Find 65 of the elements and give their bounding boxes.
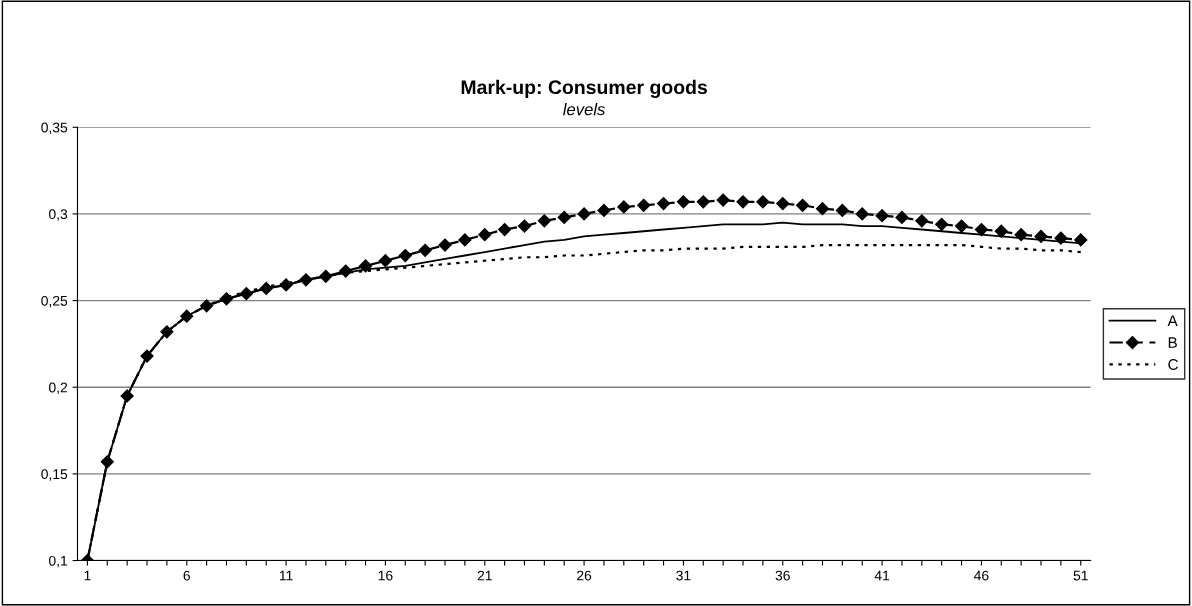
point — [716, 193, 730, 207]
point — [676, 195, 691, 209]
point — [617, 200, 631, 214]
point — [577, 207, 591, 221]
point — [438, 238, 452, 252]
point — [458, 233, 472, 247]
point — [398, 248, 412, 263]
point — [378, 254, 393, 268]
point — [855, 207, 869, 221]
point — [974, 222, 989, 237]
y-tick-label: 0,35 — [41, 122, 68, 135]
point — [736, 195, 750, 209]
x-tick-label: 26 — [577, 570, 592, 581]
point — [259, 281, 273, 296]
chart-title: Mark-up: Consumer goods — [461, 79, 707, 99]
point — [994, 224, 1008, 238]
point — [219, 292, 234, 306]
point — [696, 195, 710, 209]
x-tick-label: 16 — [378, 570, 393, 581]
y-tick-label: 0,15 — [41, 469, 68, 481]
x-tick-label: 41 — [874, 570, 890, 581]
point — [597, 203, 611, 218]
point — [1074, 233, 1088, 247]
x-tick-label: 36 — [775, 570, 790, 581]
x-tick-label: 11 — [279, 570, 293, 581]
point — [1034, 229, 1048, 244]
point — [517, 219, 532, 233]
point — [796, 198, 810, 212]
point — [637, 198, 651, 212]
point — [935, 217, 949, 231]
y-tick-label: 0,25 — [41, 295, 68, 308]
legend-label: B — [1168, 337, 1177, 348]
chart-subtitle: levels — [563, 103, 606, 116]
point — [1054, 231, 1068, 245]
point — [656, 196, 671, 211]
legend-label: A — [1167, 315, 1178, 326]
point — [339, 264, 353, 278]
point — [815, 202, 830, 216]
point — [895, 210, 909, 224]
point — [537, 214, 551, 228]
x-tick-label: 31 — [676, 570, 691, 581]
y-tick-label: 0,3 — [48, 209, 68, 221]
x-tick-label: 51 — [1073, 570, 1088, 581]
point — [954, 219, 969, 233]
point — [557, 210, 571, 224]
point — [915, 214, 929, 228]
point — [200, 299, 214, 313]
point — [776, 196, 790, 211]
x-tick-label: 6 — [183, 570, 190, 581]
legend-label: C — [1168, 359, 1178, 370]
point — [756, 195, 770, 209]
x-tick-label: 21 — [477, 570, 492, 581]
y-tick-label: 0,1 — [48, 555, 68, 568]
point — [1014, 228, 1028, 242]
x-tick-label: 1 — [84, 570, 91, 581]
point — [358, 259, 373, 273]
point — [319, 269, 333, 283]
point — [875, 209, 889, 223]
point — [835, 203, 849, 218]
point — [299, 273, 313, 287]
point — [498, 222, 512, 237]
point — [478, 228, 492, 242]
point — [418, 243, 432, 257]
y-tick-label: 0,2 — [48, 382, 68, 395]
x-tick-label: 46 — [974, 570, 989, 581]
